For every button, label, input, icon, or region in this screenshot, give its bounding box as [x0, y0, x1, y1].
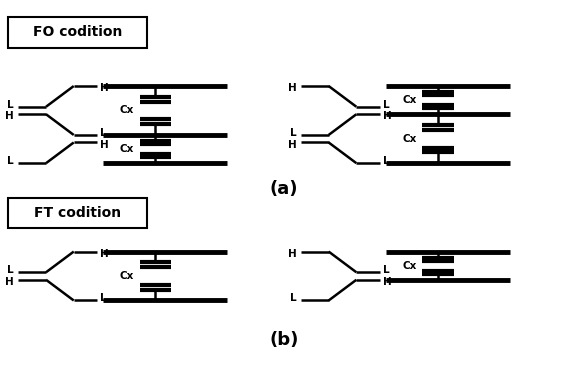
Text: L: L: [101, 293, 107, 304]
Text: H: H: [101, 249, 109, 258]
Text: L: L: [290, 128, 296, 138]
Text: L: L: [7, 100, 14, 110]
Text: H: H: [5, 111, 14, 121]
Text: (b): (b): [269, 331, 299, 349]
Text: H: H: [101, 139, 109, 150]
Text: Cx: Cx: [402, 95, 417, 105]
Text: L: L: [7, 156, 14, 166]
Text: Cx: Cx: [120, 144, 134, 154]
Text: H: H: [287, 139, 296, 150]
Text: H: H: [287, 249, 296, 258]
Text: Cx: Cx: [120, 271, 134, 281]
FancyBboxPatch shape: [8, 198, 147, 228]
Text: H: H: [101, 83, 109, 93]
Text: L: L: [7, 265, 14, 275]
Text: H: H: [383, 111, 392, 121]
Text: L: L: [383, 265, 390, 275]
Text: L: L: [290, 293, 296, 304]
Text: (a): (a): [270, 180, 298, 199]
Text: H: H: [287, 83, 296, 93]
Text: Cx: Cx: [402, 134, 417, 144]
Text: H: H: [5, 277, 14, 287]
Text: FT codition: FT codition: [34, 206, 121, 220]
FancyBboxPatch shape: [8, 17, 147, 48]
Text: L: L: [101, 128, 107, 138]
Text: L: L: [383, 156, 390, 166]
Text: Cx: Cx: [120, 105, 134, 116]
Text: L: L: [383, 100, 390, 110]
Text: H: H: [383, 277, 392, 287]
Text: Cx: Cx: [402, 261, 417, 271]
Text: FO codition: FO codition: [33, 25, 122, 39]
